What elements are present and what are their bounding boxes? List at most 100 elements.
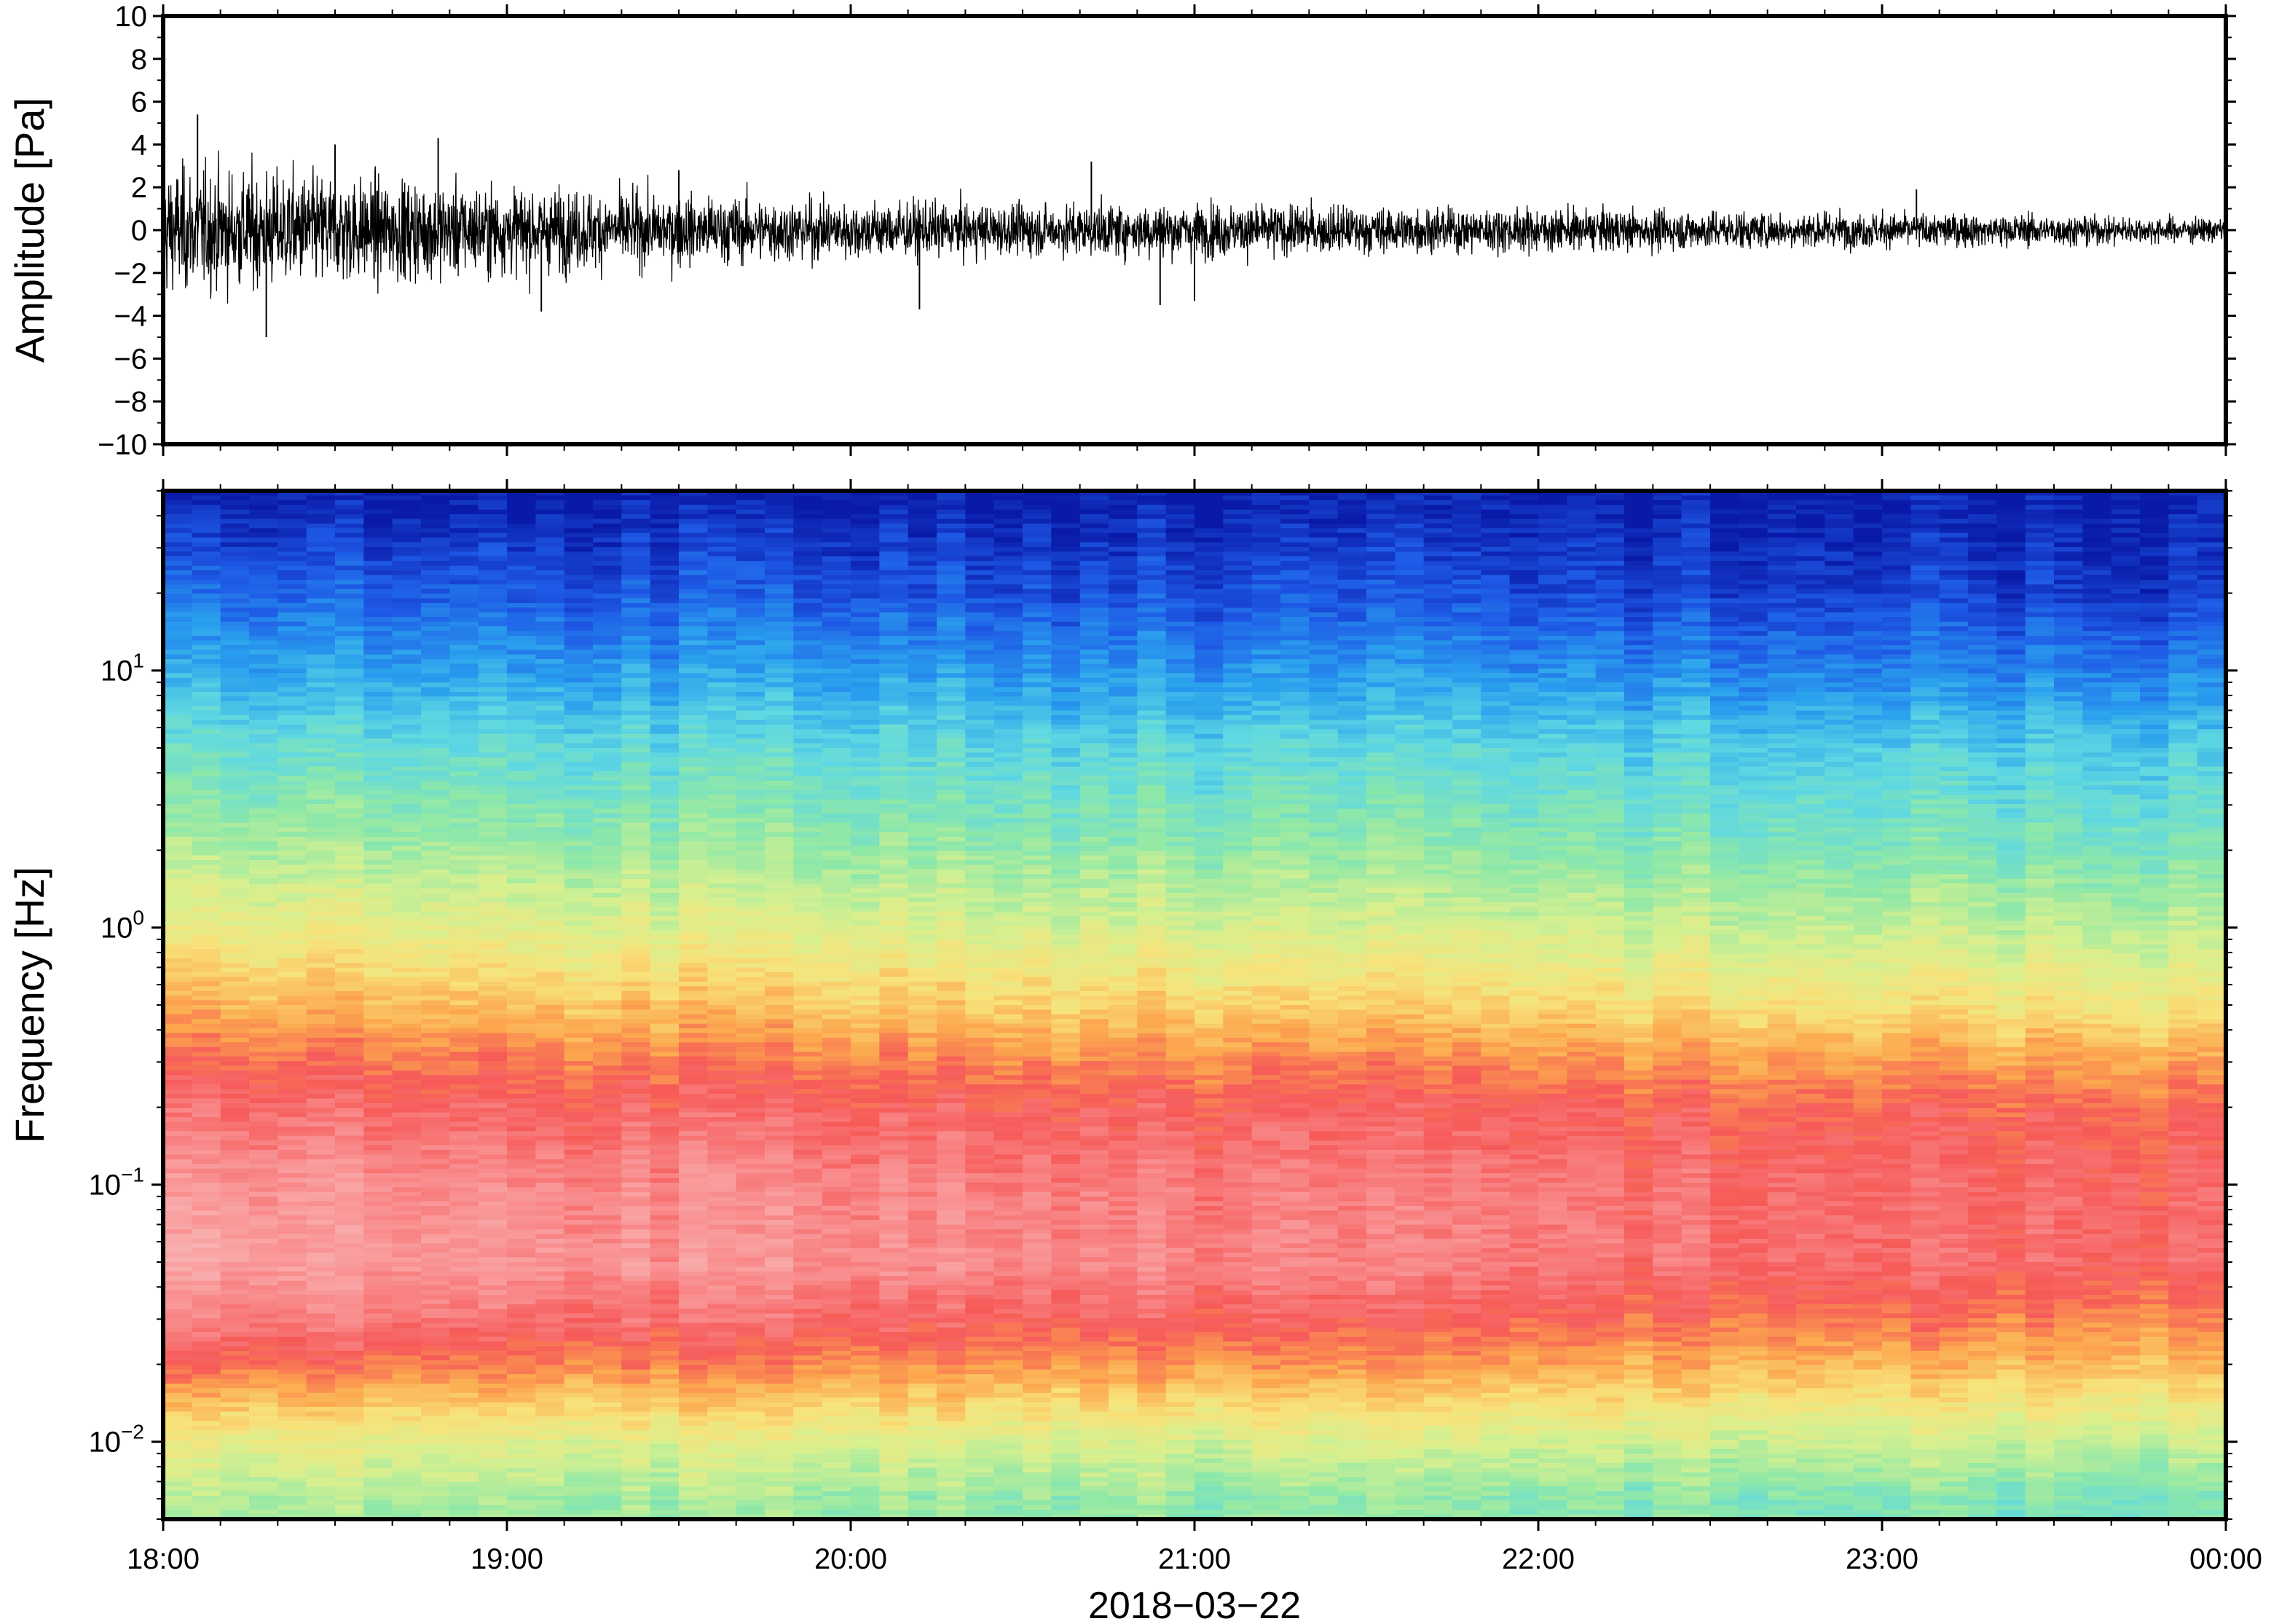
- spectrogram-cell: [392, 832, 422, 837]
- spectrogram-cell: [564, 1365, 594, 1371]
- spectrogram-cell: [449, 953, 479, 959]
- spectrogram-cell: [249, 1462, 279, 1469]
- spectrogram-cell: [306, 509, 336, 515]
- spectrogram-cell: [736, 1505, 765, 1510]
- spectrogram-cell: [163, 1402, 193, 1408]
- spectrogram-cell: [363, 532, 393, 538]
- spectrogram-cell: [220, 1257, 250, 1263]
- spectrogram-cell: [363, 883, 393, 889]
- spectrogram-cell: [593, 1392, 623, 1398]
- spectrogram-cell: [765, 1285, 795, 1291]
- spectrogram-cell: [736, 635, 765, 642]
- spectrogram-cell: [679, 1514, 709, 1519]
- spectrogram-cell: [363, 1079, 393, 1085]
- spectrogram-cell: [363, 570, 393, 576]
- spectrogram-cell: [564, 1098, 594, 1104]
- spectrogram-cell: [650, 696, 680, 702]
- spectrogram-cell: [478, 1159, 508, 1165]
- spectrogram-cell: [449, 785, 479, 791]
- spectrogram-cell: [278, 1304, 307, 1309]
- spectrogram-cell: [278, 752, 307, 758]
- spectrogram-cell: [765, 996, 795, 1001]
- spectrogram-cell: [621, 523, 651, 529]
- spectrogram-cell: [421, 799, 451, 805]
- spectrogram-cell: [765, 1369, 795, 1375]
- spectrogram-cell: [392, 1350, 422, 1357]
- spectrogram-cell: [220, 1462, 250, 1469]
- spectrogram-cell: [478, 1145, 508, 1151]
- spectrogram-cell: [765, 654, 795, 660]
- spectrogram-cell: [163, 696, 193, 702]
- spectrogram-cell: [650, 963, 680, 969]
- spectrogram-cell: [736, 762, 765, 768]
- spectrogram-cell: [392, 514, 422, 520]
- spectrogram-cell: [363, 851, 393, 856]
- spectrogram-cell: [765, 715, 795, 721]
- spectrogram-cell: [736, 519, 765, 524]
- spectrogram-cell: [278, 939, 307, 945]
- spectrogram-cell: [249, 1065, 279, 1071]
- spectrogram-cell: [765, 1005, 795, 1011]
- spectrogram-cell: [421, 883, 451, 889]
- spectrogram-cell: [507, 640, 537, 646]
- spectrogram-cell: [679, 579, 709, 586]
- spectrogram-cell: [306, 1205, 336, 1212]
- spectrogram-cell: [478, 766, 508, 772]
- spectrogram-cell: [707, 1215, 737, 1221]
- spectrogram-cell: [535, 1365, 565, 1371]
- spectrogram-cell: [335, 645, 365, 651]
- spectrogram-cell: [392, 1327, 422, 1333]
- spectrogram-cell: [535, 556, 565, 562]
- spectrogram-cell: [564, 1149, 594, 1156]
- spectrogram-cell: [593, 654, 623, 660]
- spectrogram-cell: [192, 1402, 221, 1408]
- spectrogram-cell: [192, 598, 221, 604]
- spectrogram-cell: [192, 1304, 221, 1309]
- spectrogram-cell: [535, 1028, 565, 1034]
- spectrogram-cell: [679, 1266, 709, 1272]
- spectrogram-cell: [507, 1309, 537, 1314]
- spectrogram-cell: [765, 1178, 795, 1183]
- spectrogram-cell: [707, 958, 737, 964]
- spectrogram-cell: [736, 789, 765, 795]
- spectrogram-cell: [679, 795, 709, 800]
- spectrogram-cell: [335, 1379, 365, 1384]
- spectrogram-cell: [449, 1229, 479, 1235]
- spectrogram-cell: [392, 561, 422, 567]
- spectrogram-cell: [421, 845, 451, 851]
- spectrogram-cell: [449, 1033, 479, 1038]
- spectrogram-cell: [679, 902, 709, 908]
- spectrogram-cell: [765, 771, 795, 777]
- spectrogram-cell: [306, 986, 336, 992]
- spectrogram-cell: [478, 673, 508, 679]
- spectrogram-cell: [535, 1145, 565, 1151]
- spectrogram-cell: [449, 776, 479, 781]
- spectrogram-cell: [192, 1205, 221, 1212]
- spectrogram-cell: [564, 1304, 594, 1309]
- spectrogram-cell: [478, 1061, 508, 1067]
- spectrogram-cell: [335, 1318, 365, 1324]
- spectrogram-cell: [765, 1425, 795, 1431]
- spectrogram-cell: [736, 551, 765, 557]
- spectrogram-cell: [163, 1505, 193, 1510]
- spectrogram-cell: [421, 612, 451, 618]
- spectrogram-cell: [679, 1238, 709, 1245]
- spectrogram-cell: [765, 1182, 795, 1189]
- spectrogram-cell: [478, 1505, 508, 1510]
- spectrogram-cell: [278, 1117, 307, 1123]
- spectrogram-cell: [163, 650, 193, 655]
- spectrogram-cell: [335, 1388, 365, 1394]
- spectrogram-cell: [421, 818, 451, 824]
- spectrogram-cell: [220, 1061, 250, 1067]
- spectrogram-cell: [507, 635, 537, 642]
- spectrogram-cell: [363, 818, 393, 824]
- spectrogram-cell: [621, 701, 651, 707]
- spectrogram-cell: [564, 1224, 594, 1230]
- spectrogram-cell: [621, 1234, 651, 1239]
- spectrogram-cell: [306, 841, 336, 847]
- spectrogram-cell: [392, 1271, 422, 1277]
- spectrogram-cell: [593, 748, 623, 754]
- spectrogram-cell: [593, 729, 623, 735]
- spectrogram-cell: [650, 836, 680, 843]
- spectrogram-cell: [765, 1009, 795, 1015]
